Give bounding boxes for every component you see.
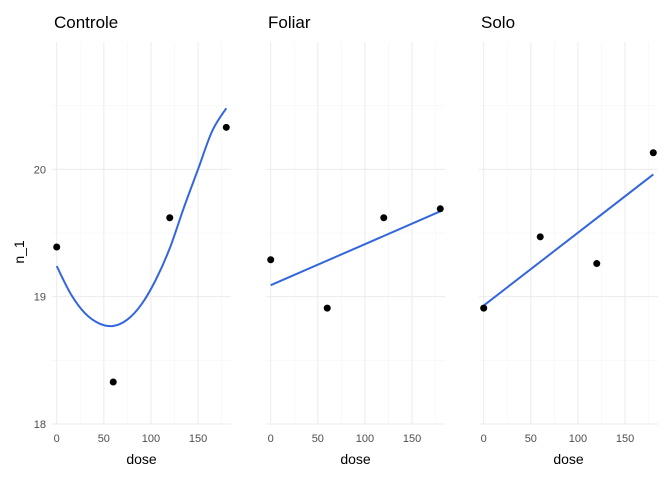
- panel-title: Foliar: [268, 13, 311, 32]
- y-tick-label: 18: [34, 419, 46, 431]
- panel-foliar: 0 50 100 150 Foliar dose: [266, 13, 445, 467]
- chart-panels: 18 19 20 0 50 100 150 Controle dose 0 50 100 150 Foli…: [34, 13, 658, 467]
- x-tick-label: 0: [54, 433, 60, 445]
- x-tick-label: 0: [481, 433, 487, 445]
- x-tick-label: 150: [189, 433, 207, 445]
- data-point: [109, 378, 117, 386]
- x-tick-label: 150: [616, 433, 634, 445]
- data-point: [593, 260, 601, 268]
- panel-solo: 0 50 100 150 Solo dose: [479, 13, 658, 467]
- fit-line: [270, 210, 441, 287]
- fit-line: [483, 173, 654, 307]
- data-point: [536, 233, 544, 241]
- data-point: [323, 304, 331, 312]
- data-point: [380, 214, 388, 222]
- y-tick-label: 20: [34, 164, 46, 176]
- x-tick-label: 50: [312, 433, 324, 445]
- x-tick-label: 100: [356, 433, 374, 445]
- panel-title: Solo: [481, 13, 515, 32]
- data-point: [480, 304, 488, 312]
- x-axis-title: dose: [553, 451, 584, 467]
- x-tick-label: 100: [142, 433, 160, 445]
- panel-controle: 0 50 100 150 Controle dose: [52, 13, 231, 467]
- y-tick-label: 19: [34, 292, 46, 304]
- x-tick-label: 150: [403, 433, 421, 445]
- fit-line: [55, 107, 228, 328]
- x-axis-title: dose: [126, 451, 157, 467]
- x-axis-title: dose: [340, 451, 371, 467]
- data-point: [53, 243, 61, 251]
- x-tick-label: 50: [525, 433, 537, 445]
- data-point: [436, 205, 444, 213]
- data-point: [649, 149, 657, 157]
- x-tick-label: 0: [268, 433, 274, 445]
- data-point: [267, 256, 275, 264]
- data-point: [222, 123, 230, 131]
- y-axis-title: n_1: [11, 240, 27, 264]
- panel-title: Controle: [54, 13, 118, 32]
- data-point: [166, 214, 174, 222]
- x-tick-label: 100: [569, 433, 587, 445]
- x-tick-label: 50: [98, 433, 110, 445]
